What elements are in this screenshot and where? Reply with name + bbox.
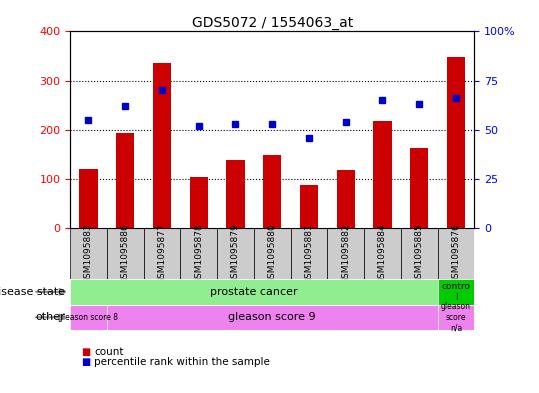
- Text: count: count: [94, 347, 124, 357]
- Bar: [327, 228, 364, 279]
- Bar: [447, 57, 465, 228]
- Bar: [254, 228, 291, 279]
- Bar: [401, 228, 438, 279]
- Bar: [373, 121, 392, 228]
- Bar: [70, 228, 107, 279]
- Bar: [336, 171, 355, 228]
- Text: GSM1095877: GSM1095877: [157, 223, 167, 284]
- Text: ■: ■: [81, 356, 90, 367]
- Text: contro
l: contro l: [441, 282, 471, 301]
- Bar: [438, 305, 474, 330]
- Text: gleason score 8: gleason score 8: [58, 313, 119, 322]
- Bar: [263, 155, 281, 228]
- Bar: [300, 185, 318, 228]
- Text: GSM1095880: GSM1095880: [268, 223, 277, 284]
- Text: GSM1095876: GSM1095876: [452, 223, 460, 284]
- Text: ■: ■: [81, 347, 90, 357]
- Text: GSM1095878: GSM1095878: [194, 223, 203, 284]
- Bar: [226, 160, 245, 228]
- Text: gleason score 9: gleason score 9: [229, 312, 316, 322]
- Text: GSM1095881: GSM1095881: [305, 223, 314, 284]
- Text: other: other: [35, 312, 65, 322]
- Bar: [438, 228, 474, 279]
- Bar: [153, 63, 171, 228]
- Bar: [217, 228, 254, 279]
- Title: GDS5072 / 1554063_at: GDS5072 / 1554063_at: [191, 17, 353, 30]
- Text: GSM1095879: GSM1095879: [231, 223, 240, 284]
- Bar: [79, 169, 98, 228]
- Text: GSM1095882: GSM1095882: [341, 223, 350, 284]
- Bar: [143, 228, 181, 279]
- Bar: [410, 148, 429, 228]
- Bar: [181, 228, 217, 279]
- Text: GSM1095883: GSM1095883: [84, 223, 93, 284]
- Bar: [116, 133, 134, 228]
- Text: GSM1095885: GSM1095885: [414, 223, 424, 284]
- Text: prostate cancer: prostate cancer: [210, 287, 298, 297]
- Bar: [364, 228, 401, 279]
- Bar: [291, 228, 327, 279]
- Text: percentile rank within the sample: percentile rank within the sample: [94, 356, 270, 367]
- Bar: [190, 177, 208, 228]
- Text: disease state: disease state: [0, 287, 65, 297]
- Bar: [438, 279, 474, 305]
- Bar: [107, 305, 438, 330]
- Text: GSM1095886: GSM1095886: [121, 223, 130, 284]
- Bar: [70, 305, 107, 330]
- Bar: [107, 228, 143, 279]
- Text: gleason
score
n/a: gleason score n/a: [441, 303, 471, 332]
- Text: GSM1095884: GSM1095884: [378, 223, 387, 284]
